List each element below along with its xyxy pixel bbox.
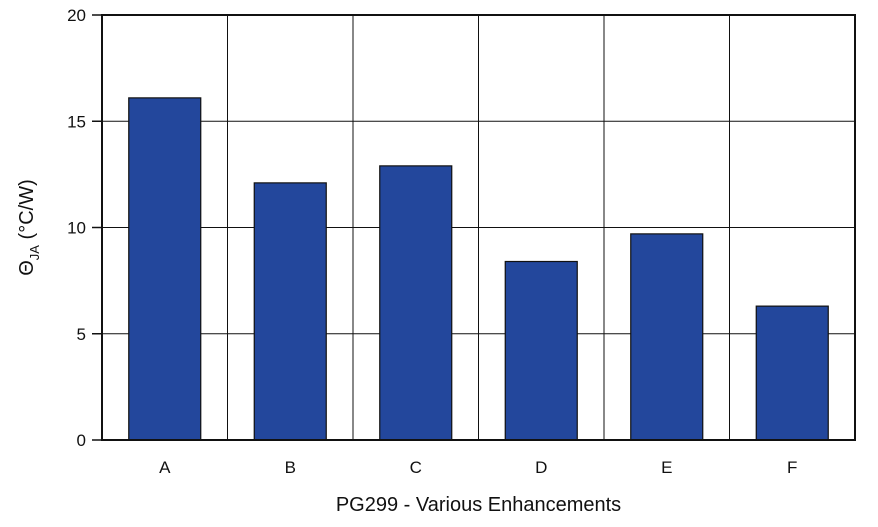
y-axis-subscript: JA [27, 245, 42, 261]
bar-f [755, 305, 829, 441]
x-axis-ticks: A B C D E F [159, 458, 797, 477]
x-tick-label: D [535, 458, 547, 477]
y-axis-symbol: Θ [16, 260, 38, 276]
y-tick-label: 15 [67, 112, 86, 131]
bar-a [128, 97, 202, 441]
bar-c [379, 165, 453, 441]
x-tick-label: A [159, 458, 171, 477]
bar-d [504, 260, 578, 441]
bars [128, 97, 829, 441]
y-axis-unit: (°C/W) [16, 179, 38, 245]
x-tick-label: E [661, 458, 672, 477]
x-tick-label: F [787, 458, 797, 477]
y-axis-title: ΘJA (°C/W) [16, 179, 42, 276]
x-tick-label: B [285, 458, 296, 477]
bar-b [253, 182, 327, 441]
bar-e [630, 233, 704, 441]
grid-lines [102, 15, 855, 440]
x-axis-title: PG299 - Various Enhancements [336, 494, 621, 516]
y-axis-ticks: 0 5 10 15 20 [67, 6, 102, 450]
x-tick-label: C [410, 458, 422, 477]
y-tick-label: 0 [77, 431, 86, 450]
y-tick-label: 10 [67, 219, 86, 238]
y-tick-label: 20 [67, 6, 86, 25]
y-tick-label: 5 [77, 325, 86, 344]
